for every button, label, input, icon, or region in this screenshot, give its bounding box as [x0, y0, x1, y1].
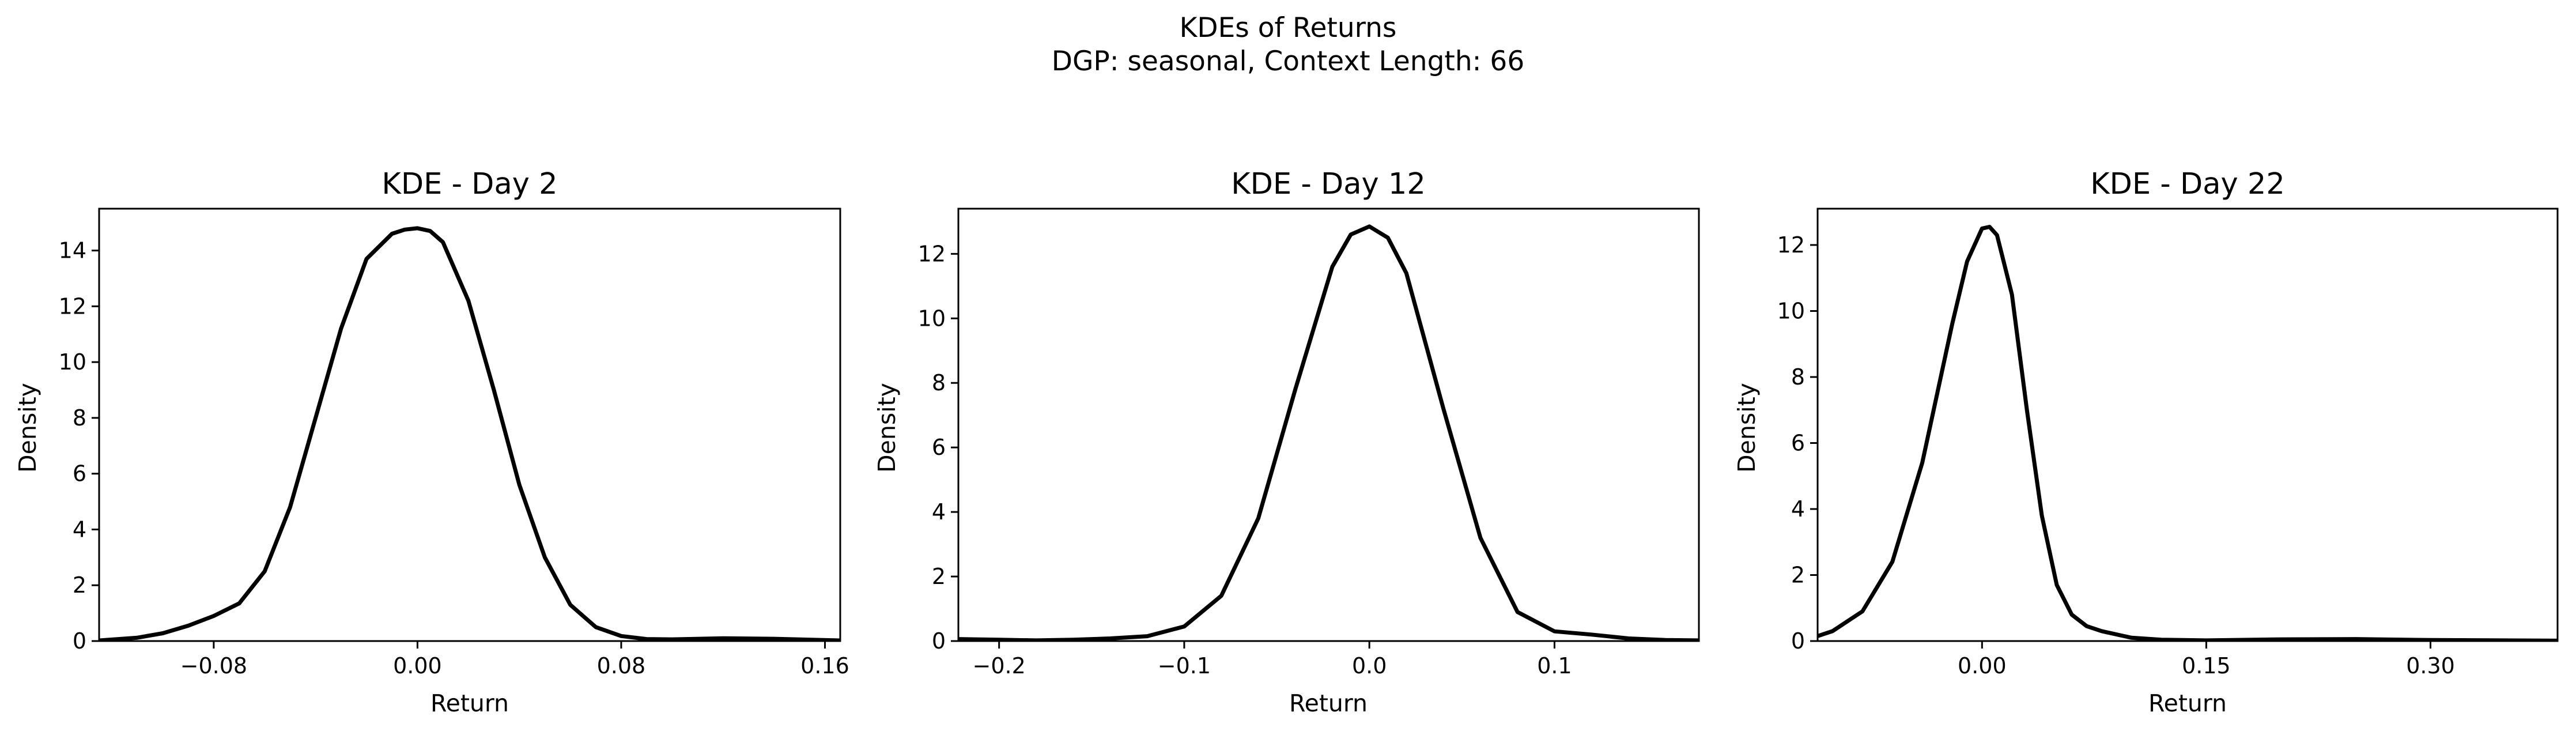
y-tick-label: 2 — [932, 564, 946, 589]
y-tick-label: 0 — [73, 628, 86, 654]
y-tick-label: 4 — [73, 517, 86, 542]
y-tick-label: 2 — [1791, 562, 1805, 587]
x-tick-label: −0.08 — [180, 653, 247, 679]
kde-panel-day-12: KDE - Day 12 Return Density −0.2 −0.1 0.0 0… — [873, 167, 1700, 717]
y-tick-label: 12 — [1777, 232, 1805, 258]
y-tick-label: 10 — [59, 349, 86, 375]
y-tick-label: 0 — [932, 628, 946, 654]
x-axis-label: Return — [2148, 689, 2227, 717]
figure-subtitle: DGP: seasonal, Context Length: 66 — [1052, 46, 1524, 77]
x-tick-label: 0.30 — [2406, 653, 2455, 679]
y-tick-label: 10 — [918, 306, 946, 331]
y-tick-label: 8 — [1791, 364, 1805, 390]
density-curve — [958, 224, 1699, 641]
x-tick-label: 0.0 — [1352, 653, 1387, 679]
panel-title: KDE - Day 22 — [2090, 167, 2285, 201]
panel-title: KDE - Day 12 — [1231, 167, 1426, 201]
axes-frame — [98, 208, 841, 642]
x-tick-label: 0.16 — [800, 653, 849, 679]
y-tick-label: 6 — [73, 461, 86, 487]
x-tick-label: 0.15 — [2182, 653, 2231, 679]
y-tick-label: 12 — [59, 293, 86, 319]
y-tick-label: 14 — [59, 238, 86, 263]
x-tick-label: −0.1 — [1158, 653, 1211, 679]
y-tick-label: 6 — [1791, 430, 1805, 455]
x-tick-label: −0.2 — [973, 653, 1026, 679]
y-axis-label: Density — [1733, 383, 1761, 473]
y-tick-label: 8 — [73, 405, 86, 431]
axes-frame — [957, 208, 1700, 642]
y-tick-label: 2 — [73, 572, 86, 598]
y-tick-label: 4 — [1791, 496, 1805, 522]
x-tick-label: 0.1 — [1537, 653, 1572, 679]
panel-title: KDE - Day 2 — [382, 167, 557, 201]
y-tick-label: 4 — [932, 499, 946, 525]
x-axis-label: Return — [430, 689, 509, 717]
y-tick-label: 12 — [918, 241, 946, 266]
y-tick-label: 6 — [932, 435, 946, 460]
kde-panel-day-22: KDE - Day 22 Return Density 0.00 0.15 0.30… — [1733, 167, 2559, 717]
x-axis-label: Return — [1289, 689, 1368, 717]
y-axis-label: Density — [14, 383, 41, 473]
figure-title: KDEs of Returns — [1180, 12, 1397, 44]
x-tick-label: 0.00 — [1958, 653, 2007, 679]
kde-panel-day-2: KDE - Day 2 Return Density −0.08 0.00 0.08… — [14, 167, 849, 717]
density-curve — [1818, 225, 2558, 641]
density-curve — [99, 226, 840, 641]
y-tick-label: 0 — [1791, 628, 1805, 654]
x-tick-label: 0.08 — [597, 653, 646, 679]
y-axis-label: Density — [873, 383, 901, 473]
y-tick-label: 10 — [1777, 298, 1805, 323]
x-tick-label: 0.00 — [393, 653, 442, 679]
y-tick-label: 8 — [932, 370, 946, 395]
axes-frame — [1816, 208, 2559, 642]
